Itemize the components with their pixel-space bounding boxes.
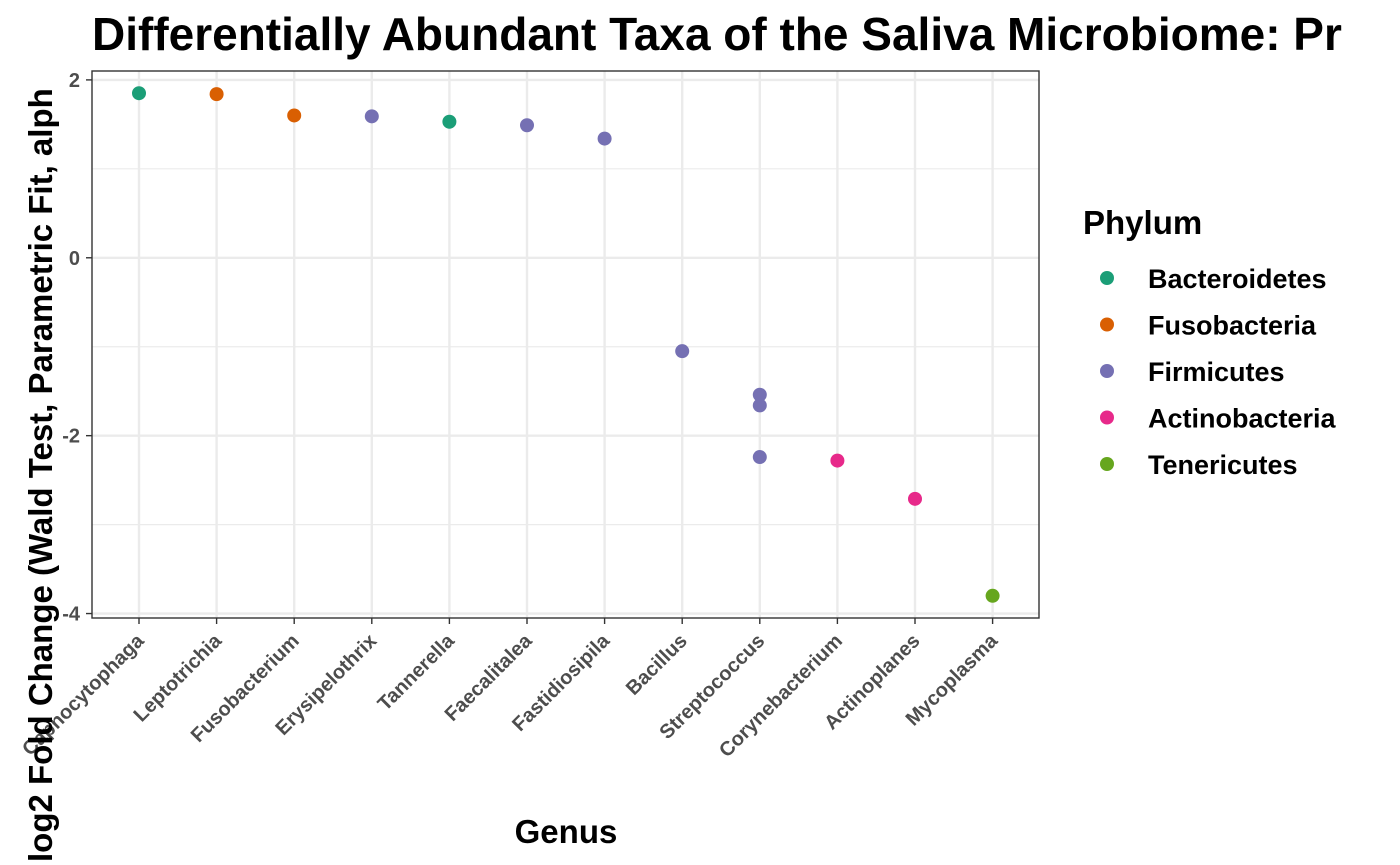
- data-point: [752, 450, 767, 465]
- panel-border: [91, 70, 1040, 619]
- data-point: [364, 109, 379, 124]
- data-point: [132, 86, 146, 101]
- legend-label: Fusobacteria: [1148, 311, 1317, 341]
- legend-key: [1100, 271, 1114, 285]
- data-point: [597, 131, 612, 146]
- legend-label: Actinobacteria: [1148, 404, 1337, 434]
- data-point: [752, 387, 767, 402]
- y-tick-label: 2: [69, 70, 80, 92]
- chart-title: Differentially Abundant Taxa of the Sali…: [92, 8, 1342, 60]
- legend-title: Phylum: [1083, 204, 1202, 241]
- data-point: [209, 87, 224, 102]
- data-point: [985, 588, 1000, 603]
- panel-background: [92, 71, 1039, 618]
- data-point: [520, 118, 534, 133]
- x-axis-title: Genus: [515, 813, 618, 850]
- legend-label: Bacteroidetes: [1148, 264, 1327, 294]
- data-point: [442, 114, 457, 129]
- data-point: [908, 491, 922, 506]
- legend: Phylum Bacteroidetes Fusobacteria Firmicut…: [1083, 204, 1337, 480]
- legend-label: Firmicutes: [1148, 357, 1285, 387]
- data-point: [287, 108, 302, 123]
- x-tick-label: Tannerella: [374, 629, 460, 715]
- data-points: [132, 86, 1000, 603]
- x-tick-label: Bacillus: [622, 630, 692, 700]
- y-tick-label: -2: [62, 426, 80, 448]
- y-tick-label: 0: [69, 248, 80, 270]
- legend-key: [1100, 364, 1114, 378]
- legend-key: [1100, 457, 1114, 471]
- y-tick-label: -4: [62, 604, 81, 626]
- y-axis-title: log2 Fold Change (Wald Test, Parametric …: [22, 88, 59, 862]
- plot-panel: [91, 70, 1040, 619]
- legend-key: [1100, 410, 1114, 425]
- legend-label: Tenericutes: [1148, 450, 1298, 480]
- data-point: [675, 344, 690, 359]
- data-point: [752, 398, 767, 413]
- data-point: [830, 453, 845, 468]
- legend-key: [1100, 317, 1114, 332]
